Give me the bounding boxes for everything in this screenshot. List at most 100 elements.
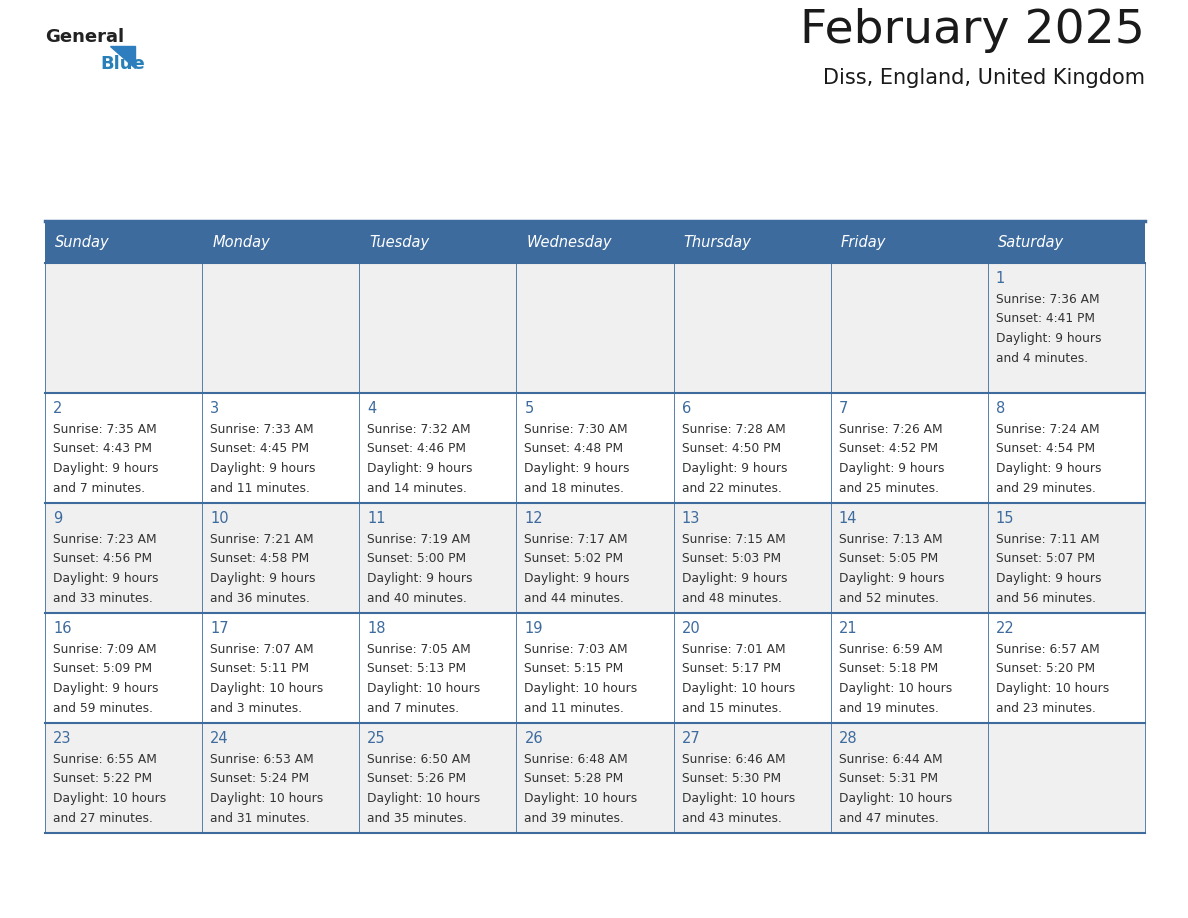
Text: Sunset: 5:30 PM: Sunset: 5:30 PM [682, 773, 781, 786]
Text: and 27 minutes.: and 27 minutes. [53, 812, 153, 824]
Text: Daylight: 10 hours: Daylight: 10 hours [210, 682, 323, 695]
Text: Daylight: 9 hours: Daylight: 9 hours [367, 462, 473, 475]
Text: Daylight: 10 hours: Daylight: 10 hours [367, 682, 480, 695]
Text: Daylight: 10 hours: Daylight: 10 hours [682, 682, 795, 695]
Text: 24: 24 [210, 731, 229, 746]
Text: Daylight: 10 hours: Daylight: 10 hours [367, 792, 480, 805]
Text: 21: 21 [839, 621, 858, 636]
Text: Sunrise: 6:55 AM: Sunrise: 6:55 AM [53, 753, 157, 766]
Text: and 3 minutes.: and 3 minutes. [210, 701, 302, 714]
Text: 8: 8 [996, 401, 1005, 416]
Text: Diss, England, United Kingdom: Diss, England, United Kingdom [823, 68, 1145, 88]
Text: 17: 17 [210, 621, 229, 636]
Text: Friday: Friday [841, 234, 886, 250]
Text: Sunrise: 7:32 AM: Sunrise: 7:32 AM [367, 423, 470, 436]
Text: 16: 16 [53, 621, 71, 636]
Text: and 48 minutes.: and 48 minutes. [682, 591, 782, 604]
Text: 7: 7 [839, 401, 848, 416]
Bar [45, 221, 1145, 263]
Text: Sunrise: 6:50 AM: Sunrise: 6:50 AM [367, 753, 470, 766]
Text: Daylight: 10 hours: Daylight: 10 hours [839, 792, 952, 805]
Text: Sunrise: 7:26 AM: Sunrise: 7:26 AM [839, 423, 942, 436]
Text: and 33 minutes.: and 33 minutes. [53, 591, 153, 604]
Text: 12: 12 [524, 511, 543, 526]
Text: Daylight: 10 hours: Daylight: 10 hours [524, 682, 638, 695]
Text: and 31 minutes.: and 31 minutes. [210, 812, 310, 824]
Text: 15: 15 [996, 511, 1015, 526]
Text: Sunrise: 7:33 AM: Sunrise: 7:33 AM [210, 423, 314, 436]
Text: Sunrise: 7:15 AM: Sunrise: 7:15 AM [682, 533, 785, 546]
Text: 14: 14 [839, 511, 858, 526]
Bar [45, 503, 1145, 613]
Text: Sunrise: 7:19 AM: Sunrise: 7:19 AM [367, 533, 470, 546]
Text: Sunset: 4:50 PM: Sunset: 4:50 PM [682, 442, 781, 455]
Text: Thursday: Thursday [683, 234, 752, 250]
Text: Sunrise: 7:35 AM: Sunrise: 7:35 AM [53, 423, 157, 436]
Text: Sunrise: 7:30 AM: Sunrise: 7:30 AM [524, 423, 628, 436]
Text: Daylight: 10 hours: Daylight: 10 hours [210, 792, 323, 805]
Text: Sunrise: 6:53 AM: Sunrise: 6:53 AM [210, 753, 314, 766]
Text: Daylight: 9 hours: Daylight: 9 hours [839, 572, 944, 585]
Text: Tuesday: Tuesday [369, 234, 429, 250]
Text: Sunset: 5:20 PM: Sunset: 5:20 PM [996, 663, 1095, 676]
Text: Daylight: 9 hours: Daylight: 9 hours [996, 332, 1101, 345]
Text: Monday: Monday [213, 234, 270, 250]
Text: and 4 minutes.: and 4 minutes. [996, 352, 1088, 364]
Text: and 15 minutes.: and 15 minutes. [682, 701, 782, 714]
Text: Sunset: 5:09 PM: Sunset: 5:09 PM [53, 663, 152, 676]
Text: Sunset: 5:03 PM: Sunset: 5:03 PM [682, 553, 781, 565]
Text: 25: 25 [367, 731, 386, 746]
Text: Wednesday: Wednesday [526, 234, 612, 250]
Text: Sunset: 5:07 PM: Sunset: 5:07 PM [996, 553, 1095, 565]
Text: Sunrise: 7:21 AM: Sunrise: 7:21 AM [210, 533, 314, 546]
Text: Sunset: 5:02 PM: Sunset: 5:02 PM [524, 553, 624, 565]
Text: Daylight: 9 hours: Daylight: 9 hours [53, 682, 158, 695]
Text: 1: 1 [996, 271, 1005, 286]
Text: and 23 minutes.: and 23 minutes. [996, 701, 1095, 714]
Bar [45, 613, 1145, 723]
Text: Sunset: 5:00 PM: Sunset: 5:00 PM [367, 553, 467, 565]
Text: Sunrise: 7:11 AM: Sunrise: 7:11 AM [996, 533, 1099, 546]
Text: 6: 6 [682, 401, 690, 416]
Text: 13: 13 [682, 511, 700, 526]
Text: Sunset: 5:17 PM: Sunset: 5:17 PM [682, 663, 781, 676]
Text: Daylight: 9 hours: Daylight: 9 hours [367, 572, 473, 585]
Text: Daylight: 9 hours: Daylight: 9 hours [210, 572, 316, 585]
Text: Daylight: 9 hours: Daylight: 9 hours [524, 572, 630, 585]
Text: Daylight: 9 hours: Daylight: 9 hours [210, 462, 316, 475]
Text: Sunset: 5:26 PM: Sunset: 5:26 PM [367, 773, 467, 786]
Text: Sunset: 4:56 PM: Sunset: 4:56 PM [53, 553, 152, 565]
Text: and 59 minutes.: and 59 minutes. [53, 701, 153, 714]
Text: and 7 minutes.: and 7 minutes. [367, 701, 460, 714]
Text: Daylight: 9 hours: Daylight: 9 hours [996, 462, 1101, 475]
Text: and 52 minutes.: and 52 minutes. [839, 591, 939, 604]
Text: Sunset: 4:41 PM: Sunset: 4:41 PM [996, 312, 1095, 326]
Text: 27: 27 [682, 731, 700, 746]
Text: Daylight: 10 hours: Daylight: 10 hours [996, 682, 1110, 695]
Text: 11: 11 [367, 511, 386, 526]
Text: Daylight: 9 hours: Daylight: 9 hours [839, 462, 944, 475]
Text: Sunset: 4:48 PM: Sunset: 4:48 PM [524, 442, 624, 455]
Text: Sunset: 5:15 PM: Sunset: 5:15 PM [524, 663, 624, 676]
Text: Daylight: 9 hours: Daylight: 9 hours [524, 462, 630, 475]
Text: 3: 3 [210, 401, 220, 416]
Text: Daylight: 9 hours: Daylight: 9 hours [53, 462, 158, 475]
Text: and 35 minutes.: and 35 minutes. [367, 812, 467, 824]
Text: and 56 minutes.: and 56 minutes. [996, 591, 1095, 604]
Text: and 40 minutes.: and 40 minutes. [367, 591, 467, 604]
Text: Sunset: 5:05 PM: Sunset: 5:05 PM [839, 553, 939, 565]
Text: Sunrise: 7:28 AM: Sunrise: 7:28 AM [682, 423, 785, 436]
Text: Sunset: 5:24 PM: Sunset: 5:24 PM [210, 773, 309, 786]
Text: 26: 26 [524, 731, 543, 746]
Text: Daylight: 9 hours: Daylight: 9 hours [996, 572, 1101, 585]
Text: Daylight: 9 hours: Daylight: 9 hours [682, 572, 788, 585]
Text: Sunrise: 7:09 AM: Sunrise: 7:09 AM [53, 643, 157, 656]
Text: 23: 23 [53, 731, 71, 746]
Text: Sunrise: 7:24 AM: Sunrise: 7:24 AM [996, 423, 1099, 436]
Text: and 18 minutes.: and 18 minutes. [524, 482, 625, 495]
Text: Sunday: Sunday [55, 234, 109, 250]
Text: and 47 minutes.: and 47 minutes. [839, 812, 939, 824]
Text: and 44 minutes.: and 44 minutes. [524, 591, 625, 604]
Text: Sunrise: 7:03 AM: Sunrise: 7:03 AM [524, 643, 628, 656]
Text: Sunset: 4:54 PM: Sunset: 4:54 PM [996, 442, 1095, 455]
